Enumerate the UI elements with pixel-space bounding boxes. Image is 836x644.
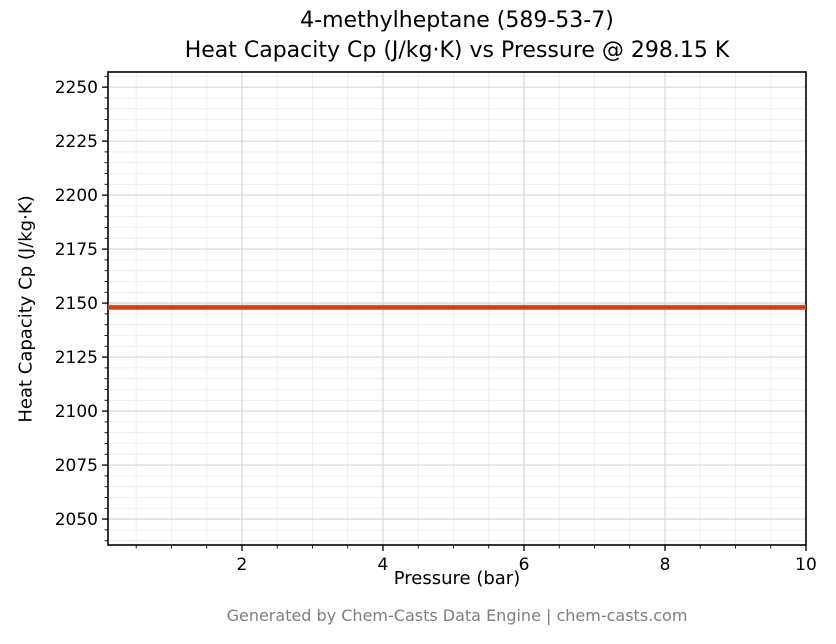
footer-attribution: Generated by Chem-Casts Data Engine | ch… — [226, 606, 688, 625]
chart-title-line1: 4-methylheptane (589-53-7) — [300, 8, 614, 33]
x-tick-label: 6 — [519, 555, 530, 575]
y-tick-label: 2200 — [55, 186, 98, 206]
x-tick-label: 10 — [795, 555, 817, 575]
y-tick-label: 2125 — [55, 348, 98, 368]
y-tick-label: 2250 — [55, 78, 98, 98]
y-tick-label: 2050 — [55, 510, 98, 530]
chart-title-line2: Heat Capacity Cp (J/kg·K) vs Pressure @ … — [184, 38, 730, 63]
x-tick-label: 2 — [237, 555, 248, 575]
x-axis-label: Pressure (bar) — [393, 568, 521, 589]
y-tick-label: 2225 — [55, 132, 98, 152]
y-tick-label: 2100 — [55, 402, 98, 422]
y-tick-label: 2075 — [55, 456, 98, 476]
y-axis-label: Heat Capacity Cp (J/kg·K) — [15, 195, 37, 423]
y-tick-label: 2175 — [55, 240, 98, 260]
x-tick-label: 8 — [660, 555, 671, 575]
y-tick-label: 2150 — [55, 294, 98, 314]
chart-title: 4-methylheptane (589-53-7) Heat Capacity… — [108, 6, 806, 66]
x-tick-label: 4 — [378, 555, 389, 575]
